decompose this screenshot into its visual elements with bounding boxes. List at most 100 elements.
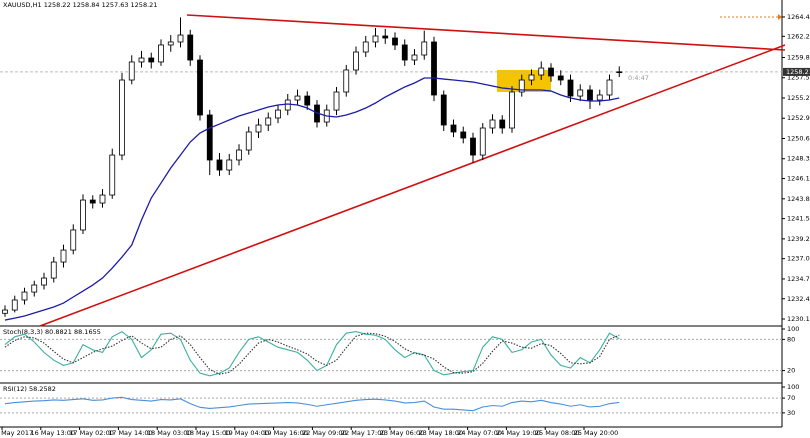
last-price-box: [783, 67, 810, 76]
candle-body: [372, 35, 379, 43]
indicator-line: [4, 330, 620, 377]
candle-body: [206, 114, 213, 161]
last-price-label: 1258.21: [786, 68, 810, 76]
candle-body: [99, 194, 106, 204]
x-tick-label: 25 May 08:00: [535, 429, 580, 437]
candle-body: [596, 94, 603, 101]
candle-body: [382, 35, 389, 39]
y-tick-label: 80: [787, 335, 795, 343]
candle-body: [80, 199, 86, 231]
candle-body: [245, 131, 252, 151]
candle-body: [470, 137, 476, 156]
candle-body: [119, 79, 125, 156]
candle-body: [353, 51, 359, 71]
y-tick-label: 100: [787, 383, 799, 391]
candle-body: [548, 67, 554, 77]
candle-body: [557, 75, 564, 81]
candle-body: [11, 299, 18, 311]
y-tick-label: 1234.7: [787, 275, 810, 283]
candle-body: [284, 99, 291, 111]
x-tick-label: 18 May 03:00: [147, 429, 192, 437]
y-tick-label: 1246.10: [787, 175, 810, 183]
candle-body: [421, 41, 428, 56]
y-tick-label: 1255.25: [787, 94, 810, 102]
annotation: 0:4:47: [628, 74, 649, 82]
x-tick-label: 8 May 2017: [0, 429, 33, 437]
candle-body: [538, 67, 545, 76]
y-tick-label: 1241.55: [787, 215, 810, 223]
candle-body: [275, 109, 281, 119]
candle-body: [226, 159, 233, 171]
x-tick-label: 16 May 13:00: [31, 429, 76, 437]
candle-body: [479, 127, 486, 156]
candle-body: [333, 91, 340, 111]
y-tick-label: 1237.00: [787, 255, 810, 263]
candle-body: [460, 131, 467, 139]
candle-body: [392, 37, 398, 46]
lower-trendline: [39, 44, 786, 327]
candle-body: [401, 44, 408, 61]
indicator-line: [4, 396, 620, 412]
candle-body: [518, 79, 525, 93]
candle-body: [489, 119, 496, 129]
indicator-line: [4, 332, 620, 375]
candle-body: [499, 119, 506, 129]
x-tick-label: 19 May 04:00: [225, 429, 270, 437]
x-tick-label: 17 May 14:00: [108, 429, 153, 437]
candle-body: [60, 249, 67, 263]
y-tick-label: 1262.25: [787, 32, 810, 40]
candle-body: [265, 117, 272, 126]
candle-body: [587, 89, 593, 101]
candle-body: [197, 59, 203, 116]
candle-body: [577, 89, 584, 97]
chart-title: XAUUSD,H1 1258.22 1258.84 1257.63 1258.2…: [3, 1, 157, 9]
candle-body: [343, 69, 350, 93]
candle-body: [138, 57, 145, 63]
x-tick-label: 24 May 07:00: [457, 429, 502, 437]
y-tick-label: 1248.35: [787, 155, 810, 163]
x-tick-label: 17 May 02:00: [69, 429, 114, 437]
y-tick-label: 100: [787, 325, 799, 333]
x-tick-label: 23 May 18:00: [419, 429, 464, 437]
candle-body: [411, 54, 418, 61]
candle-body: [21, 291, 28, 301]
candle-body: [509, 91, 515, 129]
y-tick-label: 30: [787, 409, 795, 417]
rsi-title: RSI(12) 58.2582: [3, 385, 56, 393]
candle-body: [236, 149, 242, 161]
candle-body: [158, 44, 164, 63]
x-tick-label: 19 May 16:00: [263, 429, 308, 437]
candle-body: [187, 34, 194, 61]
y-tick-label: 1252.95: [787, 114, 810, 122]
y-tick-label: 1230.15: [787, 315, 810, 323]
y-tick-label: 20: [787, 367, 795, 375]
candle-body: [41, 277, 47, 286]
candle-body: [362, 41, 369, 53]
candle-body: [528, 74, 535, 81]
candle-body: [606, 79, 613, 96]
candle-body: [2, 309, 8, 314]
candle-body: [450, 124, 457, 133]
candle-body: [431, 41, 437, 96]
x-tick-label: 22 May 17:00: [341, 429, 386, 437]
y-tick-label: 1257.55: [787, 74, 810, 82]
candle-body: [128, 61, 135, 81]
y-tick-label: 1250.65: [787, 134, 810, 142]
candle-body: [616, 71, 623, 74]
x-tick-label: 24 May 19:00: [496, 429, 541, 437]
x-tick-label: 25 May 20:00: [574, 429, 619, 437]
candle-body: [440, 94, 447, 126]
arrow-head: [778, 14, 782, 20]
candle-body: [304, 95, 311, 106]
candle-body: [294, 95, 301, 101]
candle-body: [216, 159, 223, 171]
y-tick-label: 1259.85: [787, 53, 810, 61]
candle-body: [31, 284, 38, 293]
indicator-line: [4, 77, 620, 321]
candle-body: [148, 57, 155, 63]
candle-body: [89, 199, 96, 204]
candle-body: [567, 79, 574, 97]
